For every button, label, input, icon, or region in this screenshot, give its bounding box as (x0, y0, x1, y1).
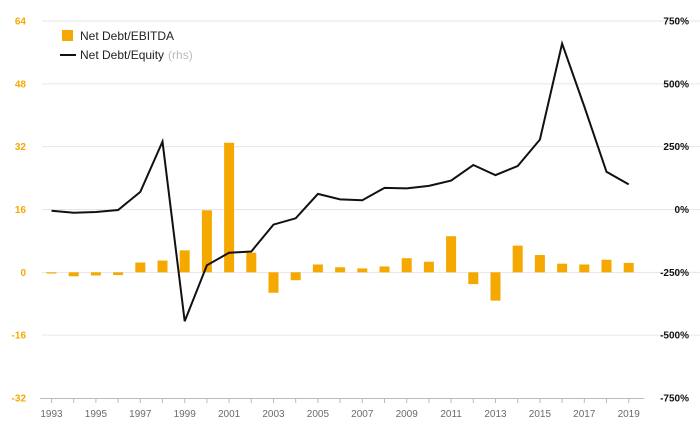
bar (401, 258, 412, 273)
bar (268, 272, 279, 293)
x-tick-label: 1997 (129, 409, 152, 420)
gridlines (42, 20, 700, 336)
y-right-tick-label: -750% (660, 394, 689, 405)
bar (379, 266, 390, 273)
x-axis-labels: 1993 1995 1997 1999 2001 2003 2005 2007 2009 2011… (40, 409, 640, 420)
x-tick-label: 2009 (396, 409, 419, 420)
y-right-tick-label: 250% (663, 142, 689, 153)
bar (201, 210, 212, 273)
bar (224, 142, 235, 273)
bar (90, 272, 101, 276)
legend-item-line: Net Debt/Equity (rhs) (60, 48, 193, 62)
y-left-tick-label: -16 (12, 331, 27, 342)
bar (135, 262, 146, 273)
bar (179, 250, 190, 273)
y-left-tick-label: 16 (15, 205, 27, 216)
x-tick-label: 2011 (440, 409, 462, 420)
x-tick-label: 2015 (529, 409, 552, 420)
legend-swatch-bar (62, 30, 73, 41)
y-left-tick-label: 48 (15, 79, 27, 90)
legend: Net Debt/EBITDA Net Debt/Equity (rhs) (60, 29, 193, 62)
legend-rhs-note: (rhs) (168, 48, 193, 62)
x-tick-label: 2005 (307, 409, 330, 420)
svg-text:Net Debt/Equity(rhs): Net Debt/Equity (rhs) (80, 48, 193, 62)
y-axis-right-labels: -750% -500% -250% 0% 250% 500% 750% (660, 17, 689, 405)
bar (468, 272, 479, 285)
y-right-tick-label: 750% (663, 17, 689, 28)
bar (68, 272, 79, 277)
bar (423, 261, 434, 273)
line-series-net-debt-equity (51, 40, 630, 322)
bar (357, 268, 368, 273)
axes (40, 398, 644, 403)
bar (490, 272, 501, 301)
x-tick-label: 2007 (351, 409, 374, 420)
bar (113, 272, 124, 276)
bar (446, 236, 457, 273)
y-right-tick-label: -250% (660, 268, 689, 279)
y-axis-left-labels: -32 -16 0 16 32 48 64 (12, 17, 27, 405)
bar (335, 267, 346, 273)
bar (623, 262, 634, 273)
x-tick-label: 2003 (262, 409, 285, 420)
x-tick-label: 2019 (618, 409, 641, 420)
legend-item-bar: Net Debt/EBITDA (62, 29, 174, 43)
y-left-tick-label: -32 (12, 394, 27, 405)
legend-label-line: Net Debt/Equity (80, 48, 164, 62)
bar (246, 252, 257, 273)
bar (157, 260, 168, 273)
bar (46, 272, 57, 274)
x-tick-label: 2013 (484, 409, 507, 420)
y-left-tick-label: 64 (15, 17, 27, 28)
bar (579, 264, 590, 273)
bar (557, 263, 568, 273)
x-tick-label: 1999 (174, 409, 197, 420)
y-left-tick-label: 0 (20, 268, 26, 279)
x-tick-label: 2017 (573, 409, 596, 420)
series-line (51, 40, 630, 322)
bar (290, 272, 301, 281)
bar (601, 259, 612, 273)
x-tick-label: 1993 (40, 409, 63, 420)
legend-label-bar: Net Debt/EBITDA (80, 29, 174, 43)
y-right-tick-label: -500% (660, 331, 689, 342)
x-tick-label: 1995 (85, 409, 108, 420)
x-tick-label: 2001 (218, 409, 241, 420)
bar-series-net-debt-ebitda (46, 142, 634, 301)
bar (534, 255, 545, 273)
y-left-tick-label: 32 (15, 142, 27, 153)
y-right-tick-label: 0% (675, 205, 690, 216)
y-right-tick-label: 500% (663, 79, 689, 90)
bar (512, 245, 523, 273)
bar (312, 264, 323, 273)
